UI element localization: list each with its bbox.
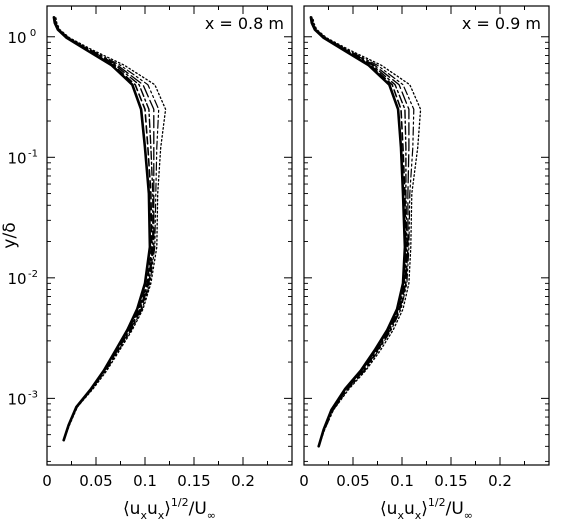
series-line-longdash [54,16,155,441]
y-tick-label: 10 [7,390,26,408]
x-tick-label: 0 [299,472,309,490]
series-line-dashdot [54,16,154,441]
x-tick-label: 0.1 [133,472,157,490]
series-line-dashdotdot [311,16,415,447]
y-tick-exponent: -2 [28,269,38,280]
y-tick-label: 10 [7,29,26,47]
x-tick-label: 0.2 [231,472,255,490]
series-line-dash [53,16,153,441]
y-tick-exponent: -1 [28,148,38,159]
x-tick-label: 0.15 [434,472,467,490]
y-tick-exponent: 0 [30,28,36,39]
x-axis-label: ⟨uxux⟩1/2/U∞ [123,496,216,522]
panel-left: 0 0.05 0.1 0.15 0.210-310-210-110 0x = 0.8 m⟨… [7,5,293,522]
series-line-solid [309,16,407,448]
y-tick-label: 10 [7,149,26,167]
panel-annotation: x = 0.8 m [205,14,284,33]
x-axis-label: ⟨uxux⟩1/2/U∞ [380,496,473,522]
x-tick-label: 0.2 [488,472,512,490]
series-line-dot [55,16,167,441]
x-tick-label: 0.05 [79,472,112,490]
y-tick-label: 10 [7,270,26,288]
panel-right: 0 0.05 0.1 0.15 0.2 x = 0.9 m ⟨uxux⟩1/2/U∞ [299,5,550,522]
panel-annotation: x = 0.9 m [462,14,541,33]
series-line-dashdotdot [54,16,160,441]
x-tick-label: 0.1 [390,472,414,490]
series-line-dot [312,16,422,447]
series-line-longdash [311,16,410,447]
x-tick-label: 0.05 [336,472,369,490]
x-tick-label: 0.15 [177,472,210,490]
x-tick-label: 0 [42,472,52,490]
y-tick-exponent: -3 [28,389,38,400]
series-line-dashdot [311,16,408,447]
y-axis-label: y/δ [0,222,20,248]
